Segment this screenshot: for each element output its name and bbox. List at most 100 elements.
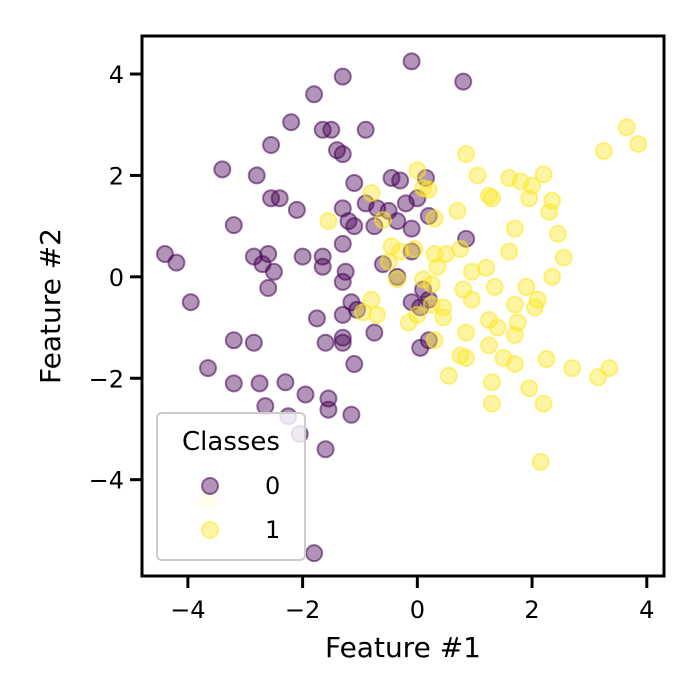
point-class-0 (333, 305, 352, 324)
point-class-0 (316, 440, 335, 459)
point-class-1 (425, 209, 444, 228)
point-class-0 (213, 160, 232, 179)
y-tick-label: −2 (89, 365, 124, 393)
point-class-1 (362, 184, 381, 203)
x-tick-label: 4 (639, 596, 654, 624)
point-class-1 (482, 373, 501, 392)
point-class-0 (333, 328, 352, 347)
point-class-0 (181, 293, 200, 312)
point-class-0 (345, 355, 364, 374)
point-class-0 (264, 262, 283, 281)
point-class-0 (270, 189, 289, 208)
point-class-0 (305, 85, 324, 104)
point-class-0 (322, 120, 341, 139)
point-class-0 (342, 405, 361, 424)
point-class-1 (554, 248, 573, 267)
point-class-0 (247, 166, 266, 185)
point-class-0 (356, 120, 375, 139)
legend-label-class-1: 1 (265, 516, 280, 544)
plot-frame (140, 34, 666, 578)
point-class-1 (391, 242, 410, 261)
point-class-1 (517, 277, 536, 296)
point-class-1 (520, 379, 539, 398)
point-class-1 (353, 303, 372, 322)
points-layer (155, 52, 648, 563)
point-class-1 (617, 118, 636, 137)
point-class-0 (287, 200, 306, 219)
point-class-0 (336, 262, 355, 281)
y-tick-label: 0 (109, 264, 124, 292)
legend-marker-class-0 (201, 477, 219, 495)
point-class-1 (482, 189, 501, 208)
point-class-0 (345, 174, 364, 193)
legend-label-class-0: 0 (265, 472, 280, 500)
point-class-0 (319, 400, 338, 419)
point-class-1 (362, 290, 381, 309)
point-class-1 (563, 359, 582, 378)
point-class-1 (600, 359, 619, 378)
point-class-0 (296, 385, 315, 404)
point-class-0 (276, 373, 295, 392)
point-class-0 (333, 67, 352, 86)
point-class-0 (391, 171, 410, 190)
point-class-0 (224, 374, 243, 393)
point-class-1 (534, 165, 553, 184)
point-class-1 (373, 211, 392, 230)
y-axis-label: Feature #2 (34, 228, 67, 384)
point-class-0 (167, 253, 186, 272)
legend-box (156, 412, 306, 561)
point-class-1 (448, 201, 467, 220)
point-class-0 (411, 338, 430, 357)
point-class-0 (388, 212, 407, 231)
point-class-0 (402, 219, 421, 238)
point-class-0 (282, 113, 301, 132)
point-class-0 (224, 331, 243, 350)
x-tick-label: −2 (285, 596, 320, 624)
point-class-0 (293, 247, 312, 266)
point-class-0 (402, 52, 421, 71)
point-class-1 (589, 368, 608, 387)
point-class-1 (534, 394, 553, 413)
point-class-0 (198, 359, 217, 378)
point-class-1 (419, 180, 438, 199)
point-class-1 (428, 257, 447, 276)
point-class-1 (477, 258, 496, 277)
point-class-1 (531, 452, 550, 471)
point-class-1 (399, 313, 418, 332)
point-class-1 (525, 298, 544, 317)
point-class-1 (368, 305, 387, 324)
point-class-1 (388, 270, 407, 289)
point-class-1 (505, 295, 524, 314)
point-class-1 (480, 336, 499, 355)
point-class-0 (333, 272, 352, 291)
x-axis-ticks: −4 −2 0 2 4 (170, 576, 654, 624)
legend-marker-class-1 (201, 521, 219, 539)
point-class-0 (262, 136, 281, 155)
point-class-0 (305, 544, 324, 563)
point-class-1 (408, 161, 427, 180)
point-class-1 (434, 308, 453, 327)
point-class-1 (594, 142, 613, 161)
y-tick-label: 2 (109, 162, 124, 190)
point-class-0 (250, 374, 269, 393)
point-class-1 (629, 135, 648, 153)
point-class-1 (505, 326, 524, 345)
x-axis-label: Feature #1 (325, 631, 481, 664)
legend: Classes 0 1 (156, 412, 306, 561)
y-tick-label: 4 (109, 61, 124, 89)
x-tick-label: −4 (170, 596, 205, 624)
point-class-0 (244, 333, 263, 352)
point-class-0 (313, 257, 332, 276)
point-class-1 (462, 290, 481, 309)
point-class-1 (548, 224, 567, 243)
point-class-0 (454, 72, 473, 91)
point-class-0 (457, 229, 476, 248)
y-axis-ticks: −4 −2 0 2 4 (89, 61, 142, 495)
point-class-0 (256, 397, 275, 416)
point-class-1 (457, 323, 476, 342)
point-class-1 (543, 267, 562, 286)
point-class-1 (379, 252, 398, 271)
point-class-1 (485, 277, 504, 296)
point-class-1 (488, 318, 507, 337)
